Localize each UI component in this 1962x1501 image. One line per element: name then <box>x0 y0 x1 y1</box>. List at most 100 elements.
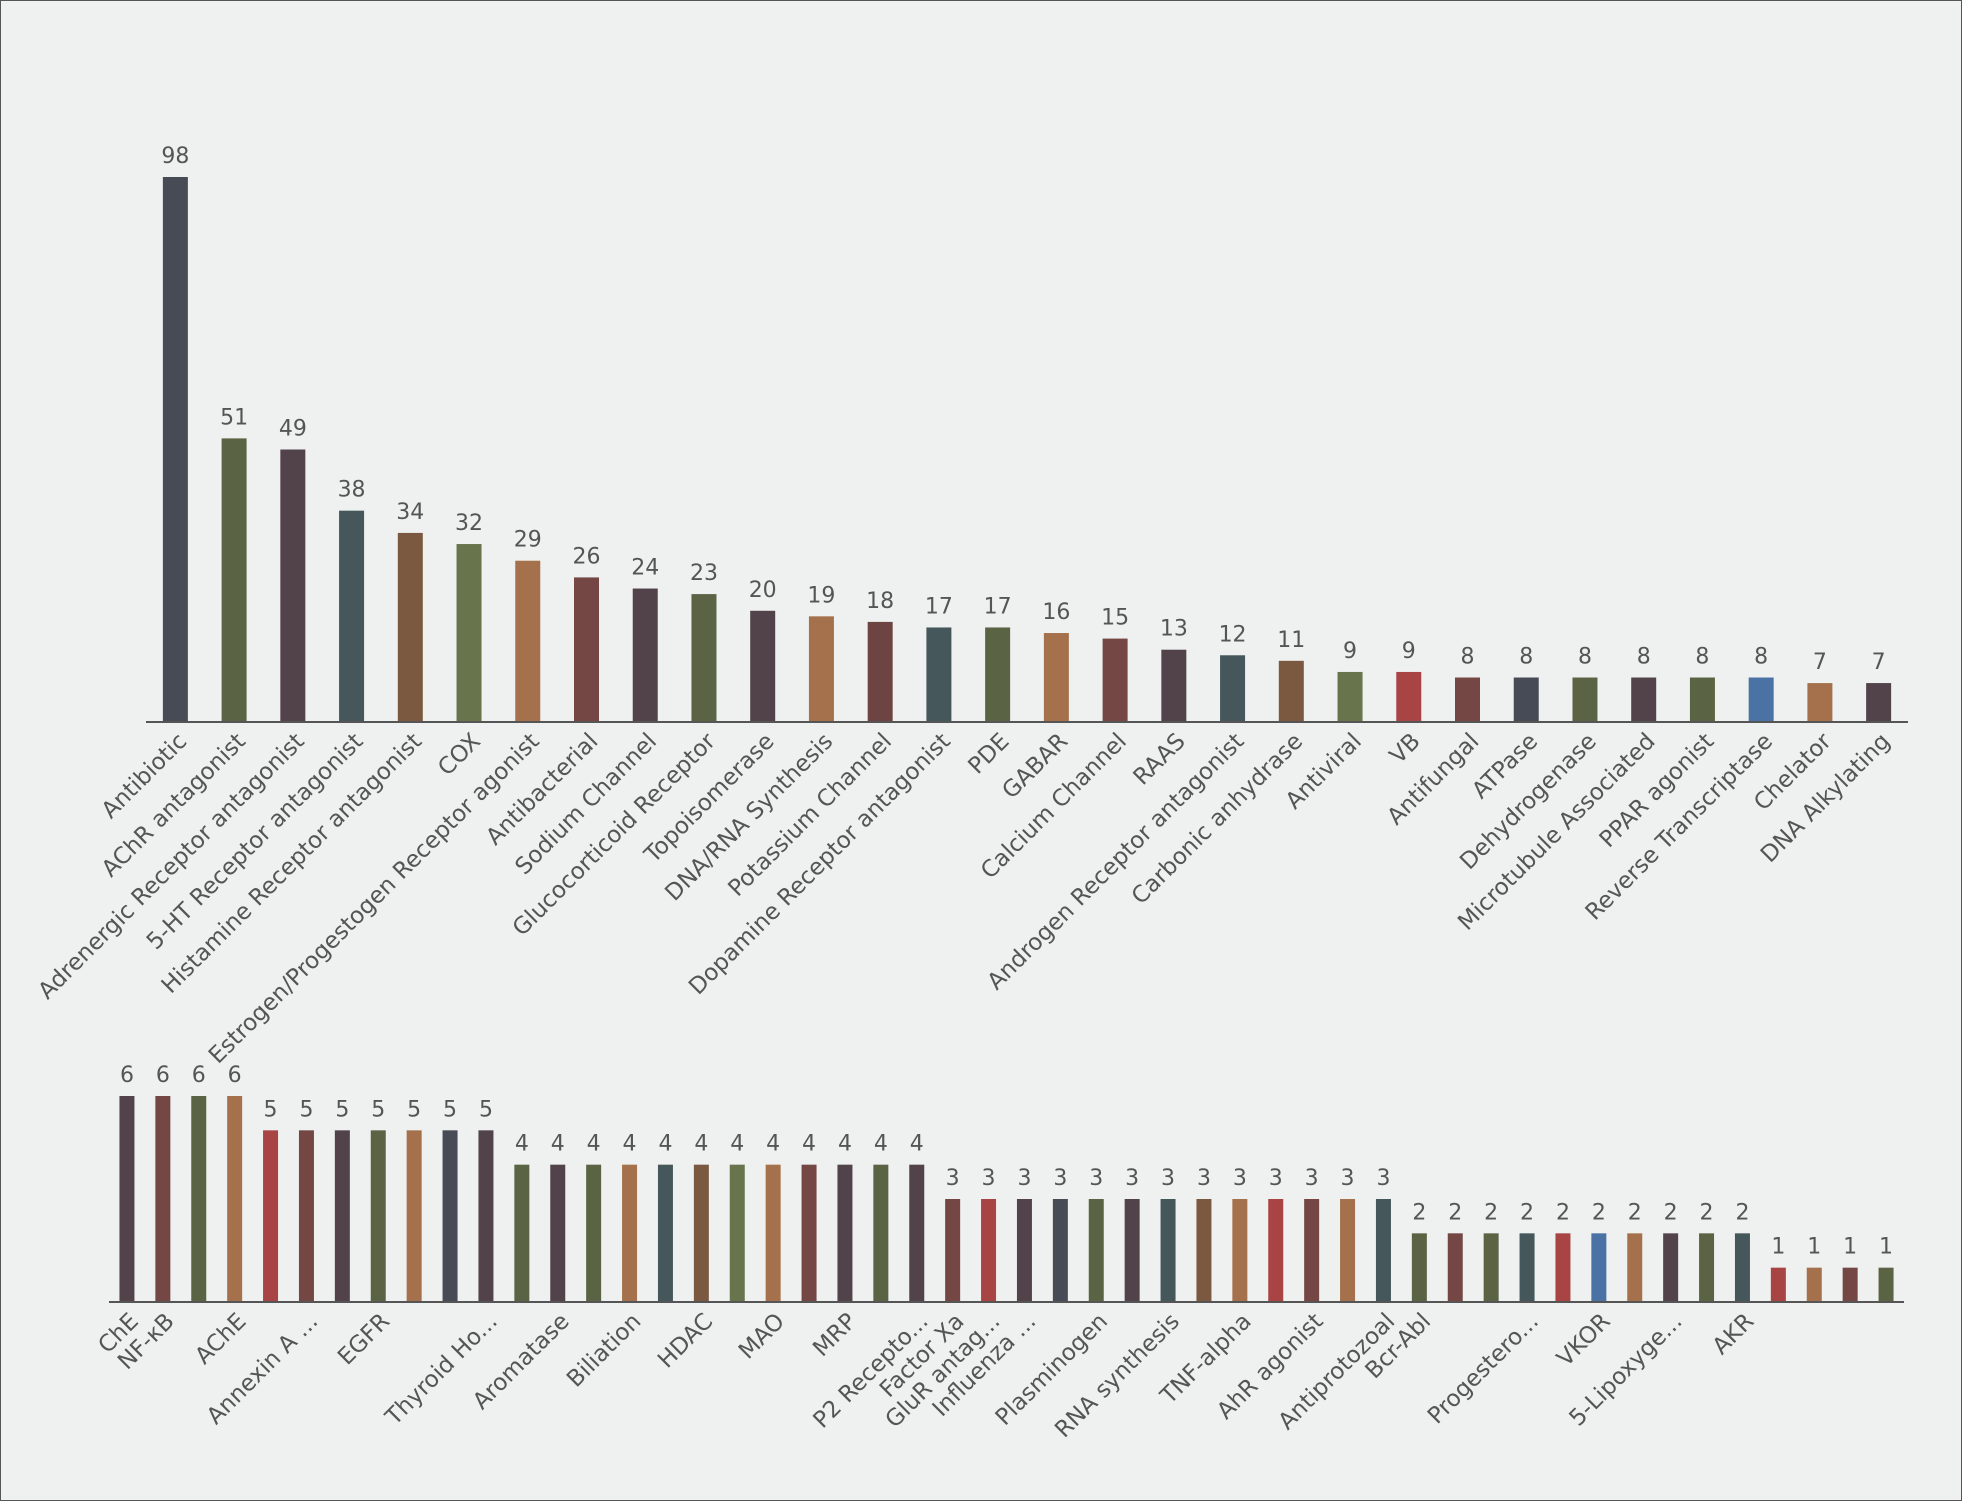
x-tick-label: Biliation <box>562 1308 646 1392</box>
bar <box>1699 1233 1715 1302</box>
value-label: 5 <box>479 1097 493 1122</box>
bar <box>867 621 893 722</box>
bar <box>119 1096 135 1302</box>
value-label: 2 <box>1592 1200 1606 1225</box>
bar <box>1447 1233 1463 1302</box>
bar <box>1555 1233 1571 1302</box>
bar <box>1866 683 1892 722</box>
bar <box>873 1164 889 1302</box>
bar <box>1591 1233 1607 1302</box>
value-label: 2 <box>1664 1200 1678 1225</box>
value-label: 17 <box>984 594 1012 619</box>
bar <box>1340 1199 1356 1302</box>
bar <box>945 1199 961 1302</box>
value-label: 4 <box>623 1132 637 1157</box>
bar <box>1268 1199 1284 1302</box>
value-label: 9 <box>1402 639 1416 664</box>
value-label: 3 <box>1233 1166 1247 1191</box>
bar <box>298 1130 314 1302</box>
bar <box>442 1130 458 1302</box>
x-tick-label: EGFR <box>333 1308 395 1370</box>
value-label: 8 <box>1461 645 1475 670</box>
value-label: 3 <box>1341 1166 1355 1191</box>
bar <box>1519 1233 1535 1302</box>
bar <box>1770 1267 1786 1302</box>
bar <box>1102 638 1128 722</box>
value-label: 24 <box>631 556 659 581</box>
bar <box>550 1164 566 1302</box>
value-label: 17 <box>925 594 953 619</box>
value-label: 6 <box>120 1063 134 1088</box>
value-label: 5 <box>443 1097 457 1122</box>
x-tick-label: HDAC <box>653 1308 718 1373</box>
bar <box>1842 1267 1858 1302</box>
bar <box>632 588 658 722</box>
bar <box>1016 1199 1032 1302</box>
bar <box>808 616 834 722</box>
value-label: 29 <box>514 528 542 553</box>
bar <box>280 449 306 722</box>
value-label: 3 <box>982 1166 996 1191</box>
bar <box>514 1164 530 1302</box>
value-label: 4 <box>694 1132 708 1157</box>
value-label: 6 <box>192 1063 206 1088</box>
value-label: 2 <box>1700 1200 1714 1225</box>
x-tick-label: AChE <box>190 1308 251 1369</box>
value-label: 19 <box>807 583 835 608</box>
bar <box>1375 1199 1391 1302</box>
value-label: 3 <box>1161 1166 1175 1191</box>
bar <box>191 1096 207 1302</box>
bar <box>227 1096 243 1302</box>
bar <box>1663 1233 1679 1302</box>
value-label: 15 <box>1101 606 1129 631</box>
value-label: 11 <box>1277 628 1305 653</box>
value-label: 98 <box>161 144 189 169</box>
value-label: 7 <box>1813 650 1827 675</box>
bar <box>1748 677 1774 722</box>
bar <box>1411 1233 1427 1302</box>
value-label: 2 <box>1628 1200 1642 1225</box>
bar <box>586 1164 602 1302</box>
value-label: 3 <box>1017 1166 1031 1191</box>
bar <box>162 177 188 722</box>
value-label: 3 <box>1305 1166 1319 1191</box>
value-label: 4 <box>766 1132 780 1157</box>
value-label: 3 <box>1125 1166 1139 1191</box>
value-label: 26 <box>573 544 601 569</box>
value-label: 3 <box>1197 1166 1211 1191</box>
x-tick-label: COX <box>433 728 486 781</box>
bar <box>574 577 599 722</box>
value-label: 8 <box>1695 645 1709 670</box>
bar <box>1689 677 1715 722</box>
bar <box>657 1164 673 1302</box>
value-label: 1 <box>1771 1235 1785 1260</box>
value-label: 4 <box>730 1132 744 1157</box>
value-label: 3 <box>1376 1166 1390 1191</box>
value-label: 4 <box>874 1132 888 1157</box>
value-label: 1 <box>1843 1235 1857 1260</box>
bar <box>155 1096 171 1302</box>
bar <box>406 1130 422 1302</box>
value-label: 2 <box>1448 1200 1462 1225</box>
bar <box>478 1130 494 1302</box>
value-label: 34 <box>396 500 424 525</box>
value-label: 3 <box>1089 1166 1103 1191</box>
bar <box>1337 671 1363 722</box>
x-tick-label: MRP <box>808 1308 862 1362</box>
value-label: 12 <box>1219 622 1247 647</box>
value-label: 3 <box>1053 1166 1067 1191</box>
bar <box>1631 677 1657 722</box>
x-tick-label: RNA synthesis <box>1050 1308 1185 1443</box>
bar <box>1304 1199 1320 1302</box>
x-tick-label: AKR <box>1708 1308 1759 1359</box>
bar <box>1088 1199 1104 1302</box>
value-label: 1 <box>1879 1235 1893 1260</box>
value-label: 16 <box>1042 600 1070 625</box>
bar <box>985 627 1011 722</box>
bar <box>1455 677 1480 722</box>
value-label: 49 <box>279 417 307 442</box>
bar <box>1232 1199 1248 1302</box>
bar <box>1513 677 1539 722</box>
